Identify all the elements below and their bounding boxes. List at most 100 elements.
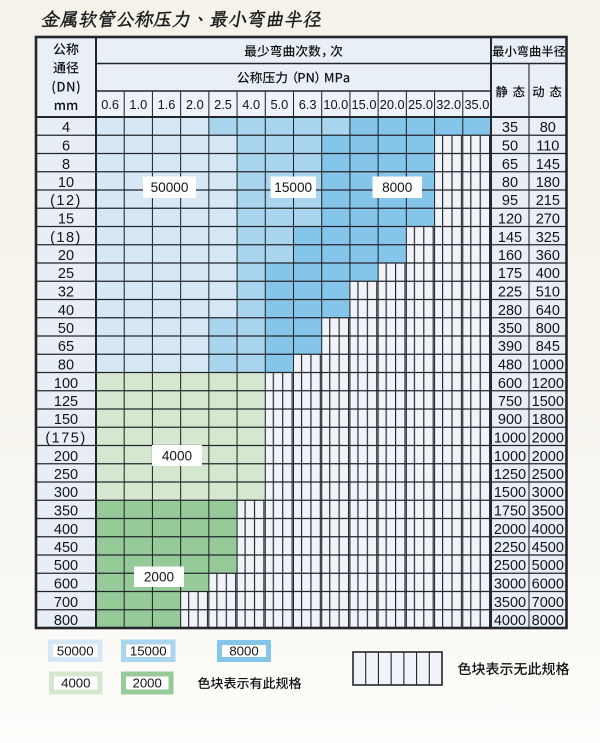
svg-text:3500: 3500 xyxy=(532,504,564,520)
svg-text:95: 95 xyxy=(502,193,518,209)
svg-text:5000: 5000 xyxy=(532,558,564,574)
svg-text:32: 32 xyxy=(58,285,74,301)
svg-text:640: 640 xyxy=(536,303,560,319)
svg-text:20.0: 20.0 xyxy=(380,97,405,112)
svg-text:160: 160 xyxy=(498,248,522,264)
svg-text:750: 750 xyxy=(498,394,522,410)
svg-text:1000: 1000 xyxy=(532,358,564,374)
svg-text:400: 400 xyxy=(54,522,78,538)
svg-text:1000: 1000 xyxy=(494,431,526,447)
svg-text:100: 100 xyxy=(54,376,78,392)
svg-text:(175): (175) xyxy=(45,431,86,447)
svg-text:145: 145 xyxy=(498,230,522,246)
svg-text:50: 50 xyxy=(502,139,518,155)
svg-text:6: 6 xyxy=(62,139,70,155)
svg-text:1000: 1000 xyxy=(494,449,526,465)
svg-text:8000: 8000 xyxy=(229,644,258,659)
svg-text:65: 65 xyxy=(58,339,74,355)
svg-text:4000: 4000 xyxy=(61,676,90,691)
svg-text:50: 50 xyxy=(58,321,74,337)
svg-text:480: 480 xyxy=(498,358,522,374)
svg-text:2000: 2000 xyxy=(133,676,162,691)
svg-text:5.0: 5.0 xyxy=(271,97,289,112)
svg-text:900: 900 xyxy=(498,412,522,428)
svg-text:145: 145 xyxy=(536,157,560,173)
svg-text:2000: 2000 xyxy=(494,522,526,538)
svg-text:6.3: 6.3 xyxy=(299,97,317,112)
svg-text:4000: 4000 xyxy=(532,522,564,538)
svg-text:8000: 8000 xyxy=(532,613,564,629)
svg-text:360: 360 xyxy=(536,248,560,264)
svg-text:10.0: 10.0 xyxy=(323,97,348,112)
svg-text:845: 845 xyxy=(536,339,560,355)
svg-text:7000: 7000 xyxy=(532,595,564,611)
svg-text:15: 15 xyxy=(58,212,74,228)
svg-text:32.0: 32.0 xyxy=(436,97,461,112)
svg-text:400: 400 xyxy=(536,266,560,282)
svg-text:700: 700 xyxy=(54,595,78,611)
svg-text:4000: 4000 xyxy=(162,448,193,463)
svg-text:50000: 50000 xyxy=(57,644,94,659)
svg-text:3000: 3000 xyxy=(494,577,526,593)
svg-text:215: 215 xyxy=(536,193,560,209)
svg-text:200: 200 xyxy=(54,449,78,465)
svg-text:390: 390 xyxy=(498,339,522,355)
svg-text:510: 510 xyxy=(536,285,560,301)
svg-text:80: 80 xyxy=(58,358,74,374)
svg-text:2500: 2500 xyxy=(494,558,526,574)
svg-text:125: 125 xyxy=(54,394,78,410)
svg-text:4500: 4500 xyxy=(532,540,564,556)
svg-text:80: 80 xyxy=(540,120,556,136)
svg-text:15000: 15000 xyxy=(130,644,167,659)
svg-text:325: 325 xyxy=(536,230,560,246)
svg-text:8: 8 xyxy=(62,157,70,173)
svg-text:25: 25 xyxy=(58,266,74,282)
svg-text:2000: 2000 xyxy=(532,431,564,447)
svg-text:600: 600 xyxy=(54,577,78,593)
svg-text:1500: 1500 xyxy=(494,485,526,501)
svg-text:0.6: 0.6 xyxy=(101,97,119,112)
svg-text:110: 110 xyxy=(536,139,559,155)
svg-text:300: 300 xyxy=(54,485,78,501)
svg-text:6000: 6000 xyxy=(532,577,564,593)
svg-text:15000: 15000 xyxy=(274,180,312,195)
svg-text:15.0: 15.0 xyxy=(352,97,377,112)
svg-text:1800: 1800 xyxy=(532,412,564,428)
svg-text:600: 600 xyxy=(498,376,522,392)
svg-text:50000: 50000 xyxy=(151,180,189,195)
svg-text:250: 250 xyxy=(54,467,78,483)
svg-text:4.0: 4.0 xyxy=(242,97,260,112)
svg-text:20: 20 xyxy=(58,248,74,264)
svg-text:2000: 2000 xyxy=(532,449,564,465)
svg-text:(18): (18) xyxy=(50,230,82,246)
svg-text:1500: 1500 xyxy=(532,394,564,410)
svg-text:120: 120 xyxy=(498,212,522,228)
svg-text:3000: 3000 xyxy=(532,485,564,501)
svg-text:(12): (12) xyxy=(50,193,82,209)
svg-text:3500: 3500 xyxy=(494,595,526,611)
svg-text:2.0: 2.0 xyxy=(186,97,204,112)
svg-text:225: 225 xyxy=(498,285,522,301)
svg-text:1750: 1750 xyxy=(494,504,526,520)
svg-text:25.0: 25.0 xyxy=(408,97,433,112)
svg-text:800: 800 xyxy=(536,321,560,337)
svg-text:35: 35 xyxy=(502,120,518,136)
svg-text:10: 10 xyxy=(58,175,74,191)
svg-text:8000: 8000 xyxy=(382,180,413,195)
svg-text:180: 180 xyxy=(536,175,560,191)
svg-text:40: 40 xyxy=(58,303,74,319)
svg-text:350: 350 xyxy=(498,321,522,337)
svg-text:2000: 2000 xyxy=(144,570,175,585)
svg-text:65: 65 xyxy=(502,157,518,173)
svg-text:350: 350 xyxy=(54,504,78,520)
svg-text:4000: 4000 xyxy=(494,613,526,629)
svg-text:1250: 1250 xyxy=(494,467,526,483)
svg-text:800: 800 xyxy=(54,613,78,629)
svg-text:1.0: 1.0 xyxy=(129,97,147,112)
svg-text:450: 450 xyxy=(54,540,78,556)
svg-text:1200: 1200 xyxy=(532,376,564,392)
svg-text:80: 80 xyxy=(502,175,518,191)
svg-text:1.6: 1.6 xyxy=(158,97,176,112)
svg-text:2.5: 2.5 xyxy=(214,97,232,112)
svg-text:280: 280 xyxy=(498,303,522,319)
